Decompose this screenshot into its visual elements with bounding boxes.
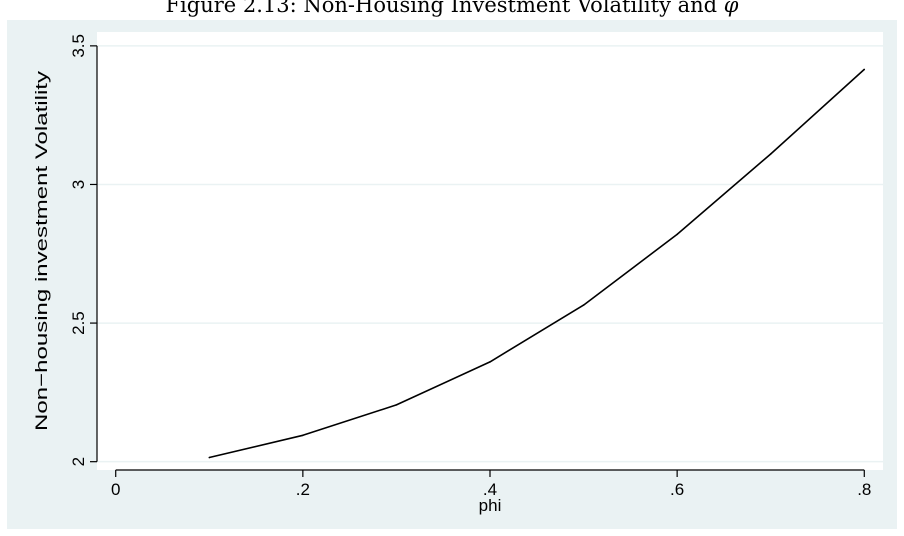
caption-text: Figure 2.13: Non-Housing Investment Vola… [165, 0, 724, 17]
data-point-0-0 [208, 456, 211, 459]
caption-phi-symbol: φ [723, 0, 739, 17]
data-point-0-2 [395, 404, 398, 406]
data-point-0-6 [769, 153, 772, 155]
data-point-0-3 [489, 361, 491, 363]
plot-area [97, 32, 883, 470]
series-line-0 [209, 68, 865, 459]
y-axis-title: Non−housing investment Volatility [32, 70, 51, 431]
data-point-0-4 [582, 304, 585, 306]
y-tick-label-0: 2 [69, 457, 88, 466]
figure-caption: Figure 2.13: Non-Housing Investment Vola… [0, 0, 904, 17]
y-tick-label-3: 3.5 [69, 34, 88, 58]
x-tick-label-1: .2 [296, 480, 310, 499]
x-tick-label-0: 0 [111, 480, 120, 499]
y-tick-label-1: 2.5 [69, 311, 88, 335]
x-tick-label-3: .6 [670, 480, 684, 499]
data-point-0-1 [302, 434, 304, 437]
x-tick-label-2: .4 [483, 480, 497, 499]
x-tick-label-4: .8 [857, 480, 871, 499]
y-tick-label-2: 3 [69, 180, 88, 189]
data-point-0-5 [676, 233, 678, 236]
x-axis-title: phi [479, 496, 502, 515]
data-point-0-7 [863, 68, 866, 71]
